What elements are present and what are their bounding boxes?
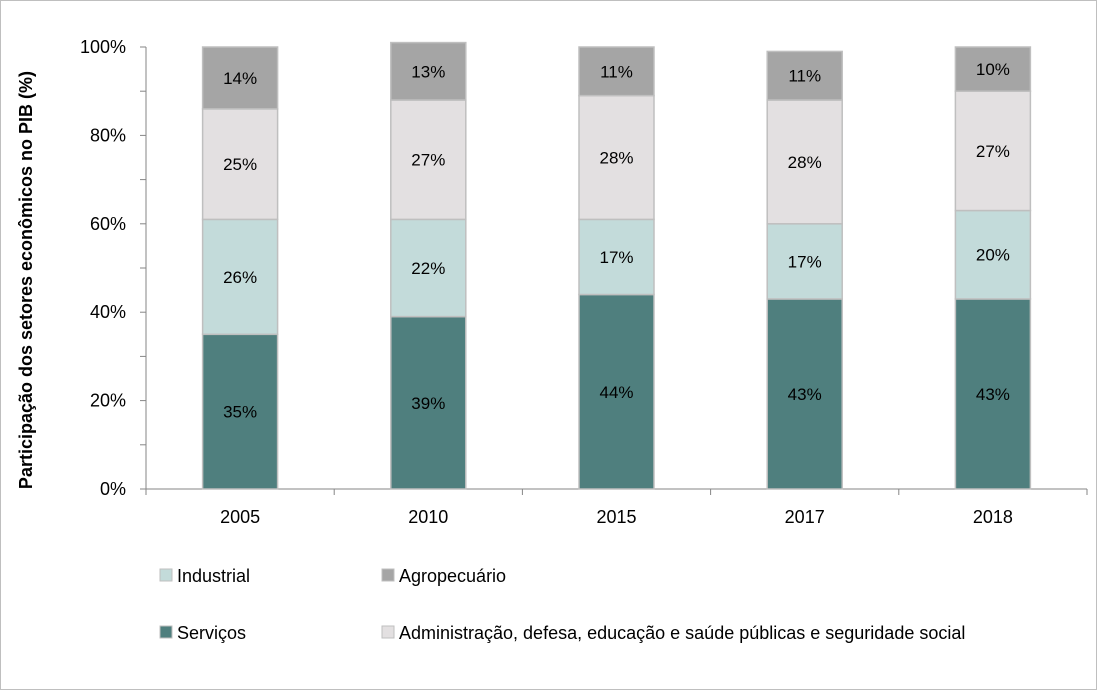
bar-segment	[766, 50, 843, 101]
y-tick-label: 60%	[90, 214, 126, 234]
bar-segment	[578, 293, 655, 490]
y-tick-label: 20%	[90, 391, 126, 411]
data-label: 13%	[411, 62, 445, 81]
legend-swatch	[159, 625, 173, 639]
legend-label: Industrial	[177, 566, 250, 586]
data-label: 28%	[599, 149, 633, 168]
bar-segment	[954, 209, 1032, 300]
y-tick-label: 100%	[80, 37, 126, 57]
bar-segment	[390, 99, 467, 221]
bar-segment	[578, 218, 655, 296]
y-tick-label: 40%	[90, 302, 126, 322]
data-label: 22%	[411, 259, 445, 278]
data-label: 39%	[411, 394, 445, 413]
data-label: 43%	[976, 385, 1010, 404]
bar-segment	[766, 99, 843, 225]
data-label: 10%	[976, 60, 1010, 79]
legend-swatch	[381, 625, 395, 639]
data-label: 25%	[223, 155, 257, 174]
legend-swatch	[381, 568, 395, 582]
data-label: 28%	[788, 153, 822, 172]
legend-label: Administração, defesa, educação e saúde …	[399, 623, 965, 643]
y-tick-label: 80%	[90, 125, 126, 145]
data-label: 14%	[223, 69, 257, 88]
bar-segment	[390, 41, 467, 101]
bar-segment	[390, 218, 467, 318]
data-label: 17%	[788, 252, 822, 271]
data-label: 27%	[976, 142, 1010, 161]
y-tick-label: 0%	[100, 479, 126, 499]
legend-label: Agropecuário	[399, 566, 506, 586]
bar-segment	[766, 298, 843, 490]
x-tick-label: 2017	[785, 507, 825, 527]
data-label: 44%	[599, 383, 633, 402]
bar-segment	[954, 90, 1032, 212]
data-label: 11%	[788, 67, 821, 86]
bar-segment	[201, 46, 279, 110]
bar-segment	[578, 46, 655, 97]
bar-segment	[201, 108, 279, 221]
bar-segment	[954, 298, 1032, 490]
data-label: 20%	[976, 246, 1010, 265]
bar-segment	[201, 218, 279, 336]
data-label: 43%	[788, 385, 822, 404]
bar-segment	[578, 94, 655, 221]
data-label: 35%	[223, 403, 257, 422]
x-tick-label: 2015	[596, 507, 636, 527]
x-tick-label: 2010	[408, 507, 448, 527]
bar-segment	[201, 333, 279, 490]
legend-label: Serviços	[177, 623, 246, 643]
data-label: 17%	[599, 248, 633, 267]
y-axis-label: Participação dos setores econômicos no P…	[16, 71, 36, 489]
x-tick-label: 2018	[973, 507, 1013, 527]
data-label: 27%	[411, 151, 445, 170]
x-tick-label: 2005	[220, 507, 260, 527]
bar-segment	[390, 315, 467, 490]
data-label: 11%	[600, 62, 633, 81]
data-label: 26%	[223, 268, 257, 287]
bar-segment	[954, 46, 1032, 92]
legend-swatch	[159, 568, 173, 582]
